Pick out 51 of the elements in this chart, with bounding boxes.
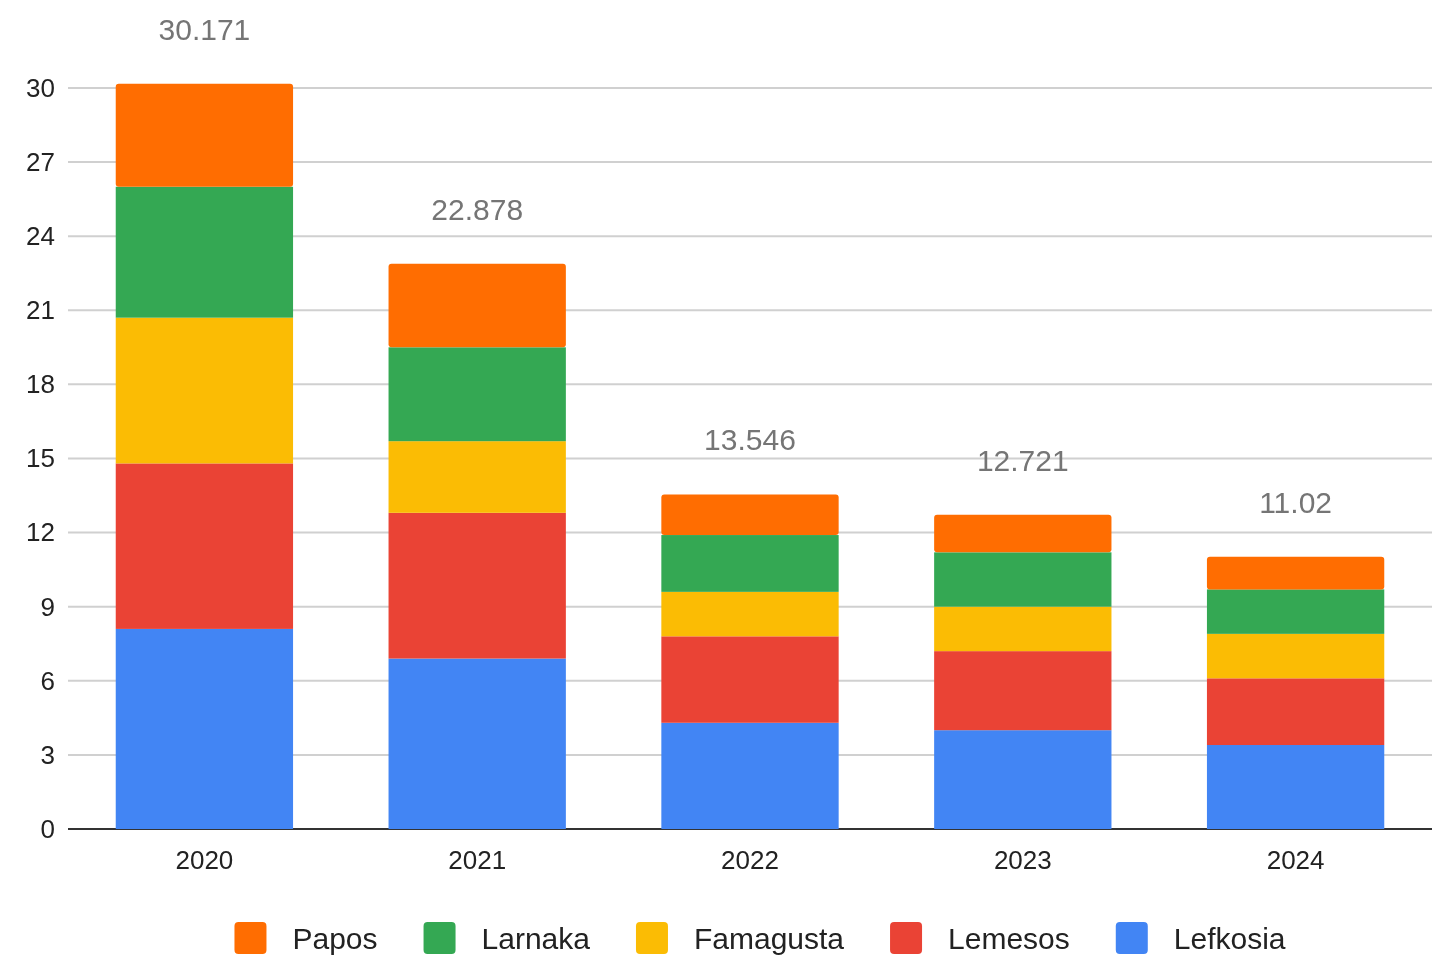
bar [115,628,294,829]
bar [661,722,839,829]
bar [388,263,566,348]
bar [661,636,839,723]
total-label: 11.02 [1259,485,1333,519]
bar [388,512,566,659]
bar [1206,556,1385,590]
x-tick-label: 2022 [721,845,779,876]
y-tick-label: 0 [40,813,55,844]
bar [1206,745,1385,829]
bar [661,591,839,637]
bar [661,535,839,592]
y-tick-label: 9 [40,591,55,622]
bar [1206,589,1385,634]
bar [388,347,566,442]
bar [115,186,294,318]
bar [388,658,566,829]
y-tick-label: 12 [26,517,55,548]
y-tick-label: 30 [26,72,55,103]
x-tick-label: 2024 [1266,845,1325,876]
x-tick-label: 2021 [448,845,507,876]
bar [115,463,294,629]
bar [1206,678,1385,746]
bar [388,441,566,513]
bar [115,317,294,464]
x-tick-label: 2023 [993,845,1052,876]
total-label: 12.721 [976,443,1069,477]
bar [934,606,1112,652]
y-tick-label: 24 [26,220,55,251]
y-tick-label: 15 [26,443,55,474]
legend-label: Famagusta [693,922,845,955]
total-label: 22.878 [431,192,524,226]
total-label: 13.546 [704,423,796,457]
bar [934,552,1112,607]
x-tick-label: 2020 [175,845,234,876]
y-tick-label: 6 [40,665,55,696]
bar [934,730,1112,829]
legend-label: Larnaka [481,922,591,955]
total-label: 30.171 [158,12,251,46]
y-tick-label: 18 [26,369,55,400]
legend-label: Lemesos [948,922,1070,955]
bar [934,651,1112,731]
bar [661,494,839,536]
y-tick-label: 21 [26,295,55,326]
legend-label: Lefkosia [1173,922,1286,955]
y-tick-label: 3 [40,739,55,770]
bar [934,514,1112,553]
legend-label: Papos [292,922,378,955]
bar [1206,633,1385,679]
y-tick-label: 27 [26,146,55,177]
bar [115,83,294,187]
